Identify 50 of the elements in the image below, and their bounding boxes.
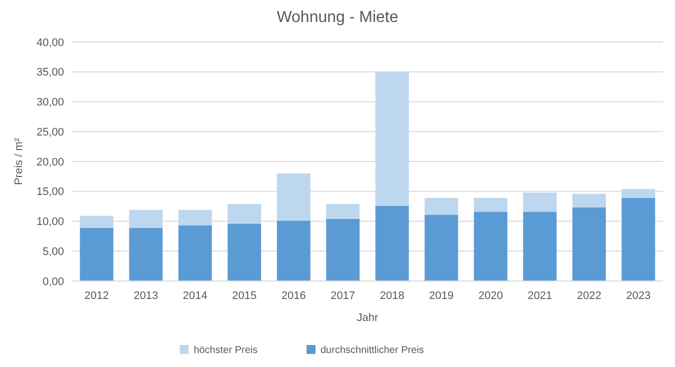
- bar: [424, 198, 458, 215]
- bar: [572, 194, 606, 208]
- bar: [228, 224, 262, 281]
- y-tick-label: 10,00: [36, 216, 64, 228]
- x-tick-label: 2013: [134, 290, 158, 302]
- bar: [474, 198, 508, 212]
- y-tick-label: 5,00: [42, 246, 64, 258]
- bar: [326, 204, 360, 219]
- x-tick-label: 2021: [528, 290, 552, 302]
- bar: [178, 210, 212, 226]
- bar: [523, 212, 557, 281]
- bar: [572, 208, 606, 281]
- x-tick-label: 2017: [330, 290, 356, 302]
- x-tick-label: 2015: [232, 290, 257, 302]
- bar: [326, 218, 360, 281]
- y-tick-label: 25,00: [36, 126, 64, 138]
- x-tick-label: 2019: [429, 290, 454, 302]
- bar: [80, 228, 114, 281]
- y-tick-label: 0,00: [42, 276, 64, 288]
- bar: [375, 206, 409, 281]
- bar: [129, 210, 163, 228]
- x-tick-label: 2016: [281, 290, 306, 302]
- bar: [228, 204, 262, 224]
- y-tick-label: 35,00: [36, 66, 64, 79]
- bar: [129, 228, 163, 281]
- bar: [276, 220, 310, 281]
- x-tick-label: 2020: [478, 290, 503, 302]
- y-tick-label: 20,00: [36, 156, 64, 168]
- bar: [375, 72, 409, 206]
- bar: [424, 214, 458, 281]
- bar: [276, 173, 310, 221]
- x-tick-label: 2012: [84, 290, 109, 302]
- x-tick-label: 2023: [626, 290, 651, 302]
- bar: [80, 216, 114, 228]
- chart-title: Wohnung - Miete: [276, 9, 398, 26]
- y-tick-label: 30,00: [36, 96, 64, 109]
- x-tick-label: 2014: [182, 290, 208, 302]
- bar: [474, 212, 508, 281]
- bar: [523, 192, 557, 212]
- y-tick-label: 40,00: [36, 36, 64, 49]
- x-tick-label: 2022: [576, 290, 602, 302]
- legend-label: durchschnittlicher Preis: [320, 345, 424, 356]
- y-axis-title: Preis / m²: [13, 138, 25, 186]
- x-axis-title: Jahr: [356, 312, 379, 324]
- x-tick-label: 2018: [380, 290, 404, 302]
- bar: [178, 225, 212, 281]
- bar: [622, 188, 656, 198]
- bar: [622, 198, 656, 281]
- legend-label: höchster Preis: [194, 345, 258, 356]
- y-tick-label: 15,00: [36, 186, 64, 198]
